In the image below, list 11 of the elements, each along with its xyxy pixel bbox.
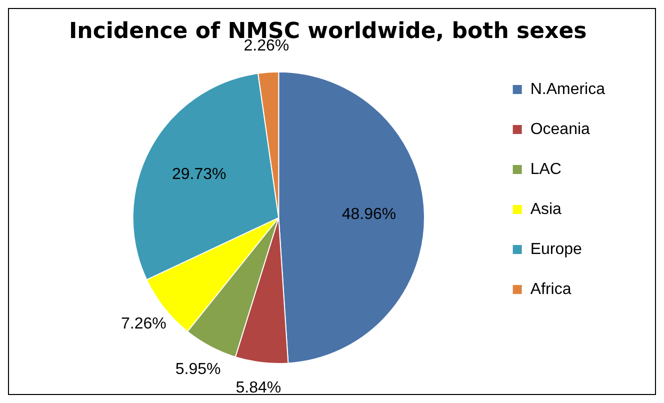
data-label: 29.73% (172, 166, 226, 184)
data-label: 7.26% (121, 315, 166, 332)
data-label: 48.96% (342, 206, 396, 224)
data-label: 5.84% (236, 380, 282, 397)
legend-label: Africa (530, 280, 572, 298)
data-label: 5.95% (175, 360, 221, 378)
legend-label: Europe (530, 240, 582, 258)
legend-label: LAC (530, 160, 562, 178)
legend-label: Asia (530, 200, 562, 218)
legend-label: N.America (530, 80, 606, 98)
legend-label: Oceania (530, 120, 590, 138)
